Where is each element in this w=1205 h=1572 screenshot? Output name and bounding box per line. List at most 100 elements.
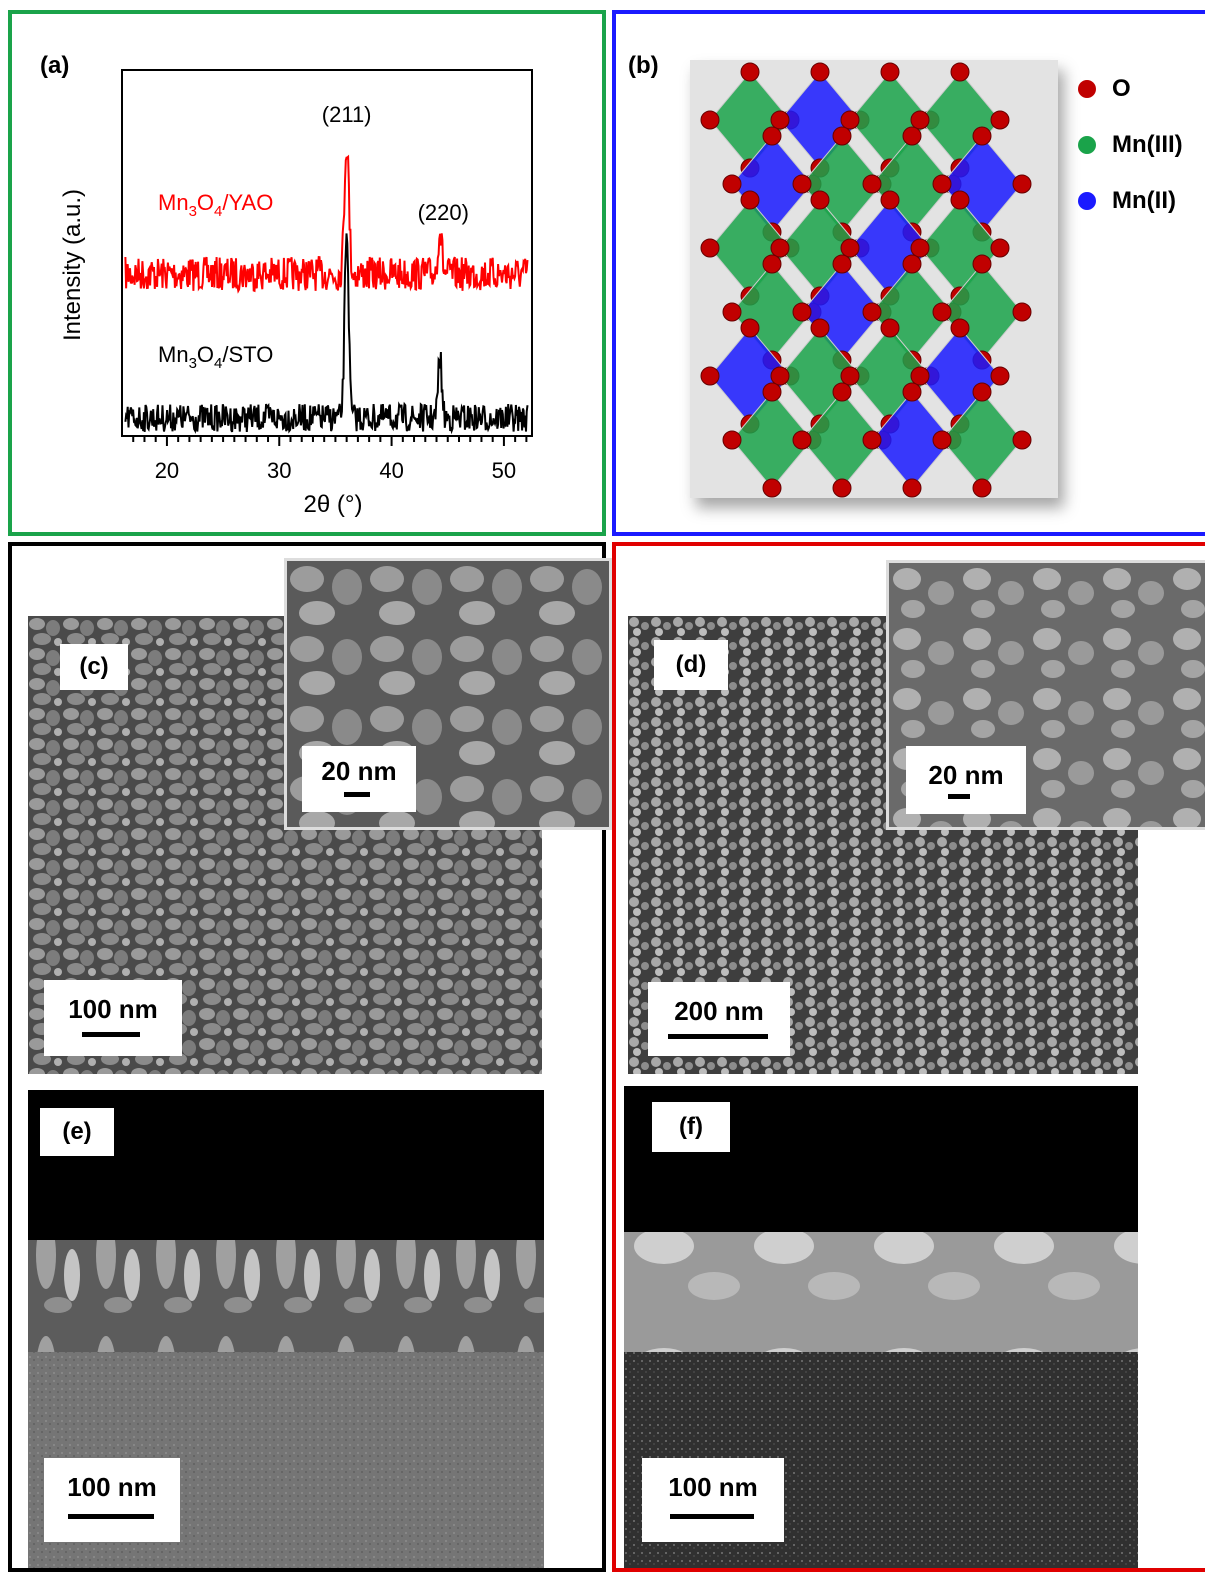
oxygen-atom — [1012, 302, 1032, 322]
series-label-yao: Mn3O4/YAO — [158, 190, 273, 220]
sem-inset-d — [886, 560, 1205, 830]
series-line-sto — [124, 233, 529, 435]
legend-item-mn3: Mn(III) — [1078, 130, 1183, 160]
oxygen-atom — [862, 302, 882, 322]
oxygen-atom — [990, 366, 1010, 386]
oxygen-atom — [810, 190, 830, 210]
oxygen-atom — [840, 110, 860, 130]
e-scale-text: 100 nm — [67, 1472, 157, 1502]
oxygen-atom — [810, 62, 830, 82]
oxygen-atom — [832, 126, 852, 146]
structure-legend: O Mn(III) Mn(II) — [1078, 74, 1183, 216]
o-atom-icon — [1078, 80, 1096, 98]
f-scale-line — [670, 1514, 754, 1519]
x-tick-label: 20 — [155, 458, 179, 483]
panel-b-structure: (b) O Mn(III) Mn(II) — [612, 10, 1205, 536]
oxygen-atom — [990, 110, 1010, 130]
inset-c-scale-text: 20 nm — [321, 756, 397, 786]
c-scalebar: 100 nm — [44, 980, 182, 1056]
oxygen-atom — [972, 126, 992, 146]
plot-frame — [121, 69, 533, 437]
panel-a-xrd: (a) 20 30 40 50 2θ (°) Intensity (a.u.) (211) (… — [8, 10, 606, 536]
oxygen-atom — [972, 254, 992, 274]
oxygen-atom — [722, 174, 742, 194]
d-scale-line — [668, 1034, 768, 1039]
oxygen-atom — [880, 190, 900, 210]
oxygen-atom — [700, 366, 720, 386]
oxygen-atom — [722, 430, 742, 450]
peak-label-211: (211) — [322, 102, 372, 127]
e-scalebar: 100 nm — [44, 1458, 180, 1542]
oxygen-atom — [792, 302, 812, 322]
x-tick-label: 30 — [267, 458, 291, 483]
peak-label-220: (220) — [418, 200, 469, 225]
oxygen-atom — [950, 62, 970, 82]
y-axis-label: Intensity (a.u.) — [59, 189, 86, 341]
panel-c-e: (c) 20 nm 100 nm (e) 100 nm — [8, 542, 612, 1572]
oxygen-atom — [810, 318, 830, 338]
panel-a-label: (a) — [40, 52, 70, 79]
oxygen-atom — [1012, 174, 1032, 194]
cross-section-image-f — [624, 1086, 1138, 1568]
oxygen-atom — [910, 110, 930, 130]
oxygen-atom — [840, 238, 860, 258]
oxygen-atom — [700, 110, 720, 130]
oxygen-atom — [832, 254, 852, 274]
oxygen-atom — [762, 382, 782, 402]
oxygen-atom — [910, 238, 930, 258]
inset-d-scale-text: 20 nm — [928, 760, 1004, 790]
inset-d-scale-line — [948, 794, 970, 799]
oxygen-atom — [972, 382, 992, 402]
oxygen-atom — [770, 238, 790, 258]
inset-d-scalebar: 20 nm — [906, 746, 1026, 814]
legend-label-mn3: Mn(III) — [1112, 131, 1183, 158]
d-scalebar: 200 nm — [648, 982, 790, 1056]
oxygen-atom — [840, 366, 860, 386]
series-label-sto: Mn3O4/STO — [158, 342, 273, 372]
legend-label-o: O — [1112, 75, 1131, 102]
oxygen-atom — [932, 430, 952, 450]
oxygen-atom — [950, 190, 970, 210]
x-tick-label: 50 — [492, 458, 516, 483]
panel-d-label: (d) — [654, 640, 728, 690]
crystal-structure-image — [690, 60, 1058, 498]
oxygen-atom — [770, 110, 790, 130]
legend-item-mn2: Mn(II) — [1078, 186, 1183, 216]
inset-c-scalebar: 20 nm — [302, 746, 416, 812]
oxygen-atom — [770, 366, 790, 386]
series-line-yao — [124, 154, 529, 294]
panel-b-label: (b) — [628, 52, 659, 79]
oxygen-atom — [862, 430, 882, 450]
oxygen-atom — [990, 238, 1010, 258]
oxygen-atom — [910, 366, 930, 386]
oxygen-atom — [880, 318, 900, 338]
inset-c-scale-line — [344, 792, 370, 797]
e-scale-line — [68, 1514, 154, 1519]
c-scale-text: 100 nm — [68, 994, 158, 1024]
oxygen-atom — [762, 254, 782, 274]
oxygen-atom — [722, 302, 742, 322]
c-scale-line — [82, 1032, 140, 1037]
oxygen-atom — [700, 238, 720, 258]
oxygen-atom — [832, 382, 852, 402]
xrd-chart: 20 30 40 50 2θ (°) Intensity (a.u.) (211) (220)… — [59, 69, 533, 518]
oxygen-atom — [902, 126, 922, 146]
mn2-atom-icon — [1078, 192, 1096, 210]
oxygen-atom — [932, 174, 952, 194]
oxygen-atom — [762, 126, 782, 146]
oxygen-atom — [862, 174, 882, 194]
oxygen-atom — [950, 318, 970, 338]
x-tick-label: 40 — [379, 458, 403, 483]
oxygen-atom — [902, 254, 922, 274]
oxygen-atom — [792, 430, 812, 450]
oxygen-atom — [792, 174, 812, 194]
panel-c-label: (c) — [60, 644, 128, 690]
oxygen-atom — [902, 382, 922, 402]
d-scale-text: 200 nm — [674, 996, 764, 1026]
f-scalebar: 100 nm — [642, 1458, 784, 1542]
f-scale-text: 100 nm — [668, 1472, 758, 1502]
legend-label-mn2: Mn(II) — [1112, 187, 1176, 214]
mn3-atom-icon — [1078, 136, 1096, 154]
oxygen-atom — [740, 62, 760, 82]
oxygen-atom — [880, 62, 900, 82]
